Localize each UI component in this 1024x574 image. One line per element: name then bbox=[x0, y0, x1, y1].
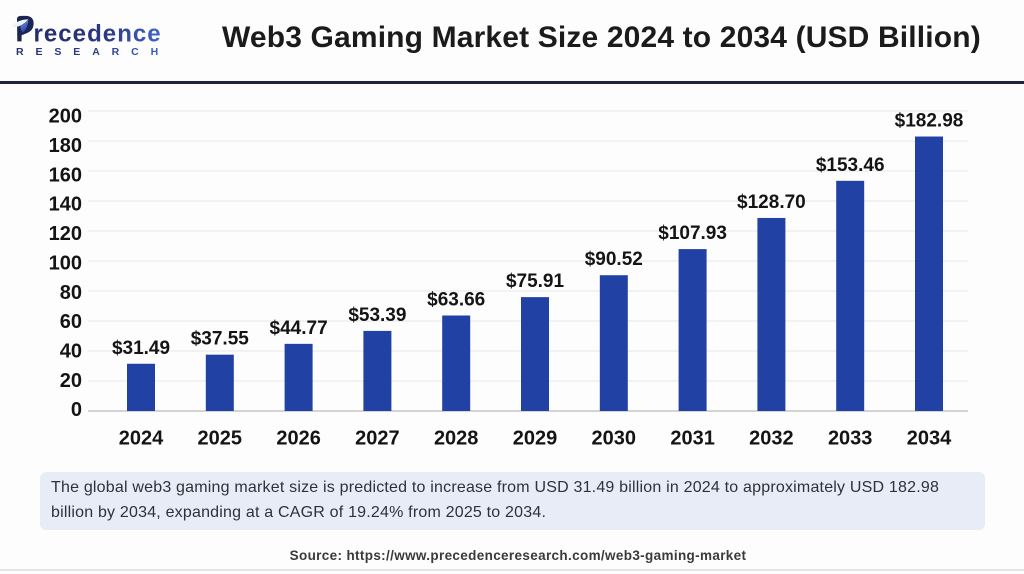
svg-text:2024: 2024 bbox=[119, 428, 164, 450]
svg-text:0: 0 bbox=[71, 399, 82, 421]
svg-text:180: 180 bbox=[49, 135, 82, 157]
svg-text:$53.39: $53.39 bbox=[348, 305, 406, 326]
svg-text:60: 60 bbox=[60, 311, 82, 333]
svg-text:160: 160 bbox=[49, 164, 82, 186]
svg-text:$37.55: $37.55 bbox=[191, 329, 250, 350]
svg-text:$153.46: $153.46 bbox=[816, 155, 885, 176]
svg-text:2030: 2030 bbox=[592, 428, 637, 450]
svg-text:$128.70: $128.70 bbox=[737, 192, 806, 213]
svg-text:$182.98: $182.98 bbox=[895, 111, 964, 132]
svg-text:2026: 2026 bbox=[276, 428, 321, 450]
svg-text:$63.66: $63.66 bbox=[427, 290, 485, 311]
svg-text:$31.49: $31.49 bbox=[112, 338, 170, 359]
svg-text:2029: 2029 bbox=[513, 428, 558, 450]
svg-text:2031: 2031 bbox=[670, 428, 715, 450]
svg-text:2028: 2028 bbox=[434, 428, 479, 450]
svg-text:80: 80 bbox=[60, 282, 82, 304]
svg-text:200: 200 bbox=[49, 106, 82, 128]
svg-text:$90.52: $90.52 bbox=[585, 249, 643, 270]
svg-text:120: 120 bbox=[49, 223, 82, 245]
svg-text:2034: 2034 bbox=[907, 428, 952, 450]
svg-text:40: 40 bbox=[60, 341, 82, 363]
svg-text:$107.93: $107.93 bbox=[658, 223, 727, 244]
svg-text:2025: 2025 bbox=[198, 428, 243, 450]
svg-text:recedence: recedence bbox=[34, 20, 162, 47]
svg-text:100: 100 bbox=[49, 252, 82, 274]
svg-text:140: 140 bbox=[49, 194, 82, 216]
svg-text:2032: 2032 bbox=[749, 428, 794, 450]
svg-text:RESEARCH: RESEARCH bbox=[16, 46, 170, 58]
svg-text:2027: 2027 bbox=[355, 428, 400, 450]
svg-text:$75.91: $75.91 bbox=[506, 271, 565, 292]
svg-text:$44.77: $44.77 bbox=[270, 318, 328, 339]
svg-text:2033: 2033 bbox=[828, 428, 873, 450]
svg-text:20: 20 bbox=[60, 370, 82, 392]
